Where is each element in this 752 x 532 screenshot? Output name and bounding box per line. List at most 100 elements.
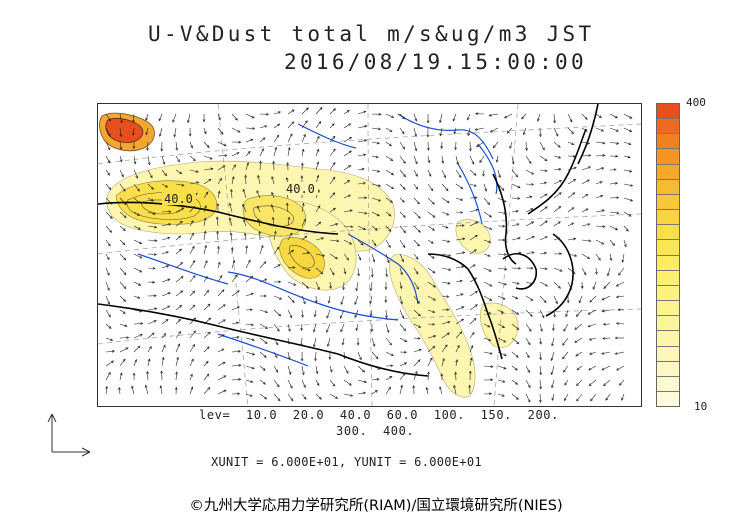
wind-arrowhead — [476, 144, 480, 148]
wind-arrowhead — [305, 285, 309, 289]
wind-arrowhead — [401, 116, 405, 120]
wind-arrowhead — [168, 223, 172, 226]
wind-arrowhead — [205, 191, 209, 195]
wind-arrow — [245, 175, 247, 185]
wind-arrow — [259, 148, 264, 157]
wind-arrowhead — [474, 290, 478, 294]
wind-arrowhead — [119, 134, 123, 138]
wind-arrowhead — [219, 177, 222, 181]
wind-arrowhead — [250, 380, 254, 383]
wind-arrow — [203, 303, 211, 311]
wind-arrowhead — [484, 188, 488, 192]
wind-arrow — [203, 245, 207, 255]
wind-arrow — [441, 267, 451, 271]
wind-arrowhead — [119, 372, 123, 376]
wind-arrowhead — [288, 371, 292, 375]
wind-arrowhead — [345, 370, 349, 374]
wind-arrow — [328, 295, 331, 304]
wind-arrowhead — [195, 170, 199, 173]
wind-arrowhead — [243, 218, 246, 223]
wind-arrowhead — [599, 181, 603, 184]
wind-arrow — [287, 281, 296, 286]
wind-arrow — [133, 267, 142, 273]
wind-arrowhead — [190, 373, 193, 377]
wind-arrowhead — [531, 235, 535, 239]
wind-arrowhead — [587, 324, 591, 328]
wind-arrowhead — [364, 125, 368, 128]
wind-arrowhead — [191, 358, 194, 362]
wind-arrow — [357, 267, 360, 276]
wind-arrow — [454, 127, 457, 134]
wind-arrowhead — [111, 349, 115, 353]
wind-arrow — [525, 251, 535, 255]
wind-arrow — [175, 357, 179, 367]
wind-arrowhead — [441, 160, 445, 164]
wind-arrow — [329, 108, 336, 115]
wind-arrow — [371, 337, 375, 347]
wind-arrowhead — [432, 297, 436, 301]
wind-arrow — [315, 281, 320, 290]
wind-arrow — [287, 309, 293, 318]
wind-arrow — [455, 306, 465, 311]
wind-arrowhead — [175, 371, 178, 375]
wind-arrowhead — [452, 118, 456, 122]
wind-arrow — [119, 281, 127, 289]
wind-arrow — [119, 295, 126, 302]
wind-arrow — [217, 361, 226, 367]
wind-arrow — [455, 345, 460, 353]
wind-arrowhead — [107, 301, 110, 305]
levels-line-1: lev= 10.0 20.0 40.0 60.0 100. 150. 200. — [199, 408, 559, 422]
wind-arrow — [567, 267, 576, 274]
wind-arrowhead — [140, 322, 144, 325]
wind-arrow — [273, 337, 279, 346]
wind-arrow — [119, 372, 122, 381]
wind-arrowhead — [516, 327, 520, 331]
wind-arrow — [147, 239, 158, 242]
wind-arrowhead — [360, 242, 364, 246]
wind-arrow — [105, 127, 111, 137]
wind-arrowhead — [235, 321, 240, 325]
wind-arrowhead — [250, 138, 254, 142]
wind-arrowhead — [550, 357, 554, 362]
wind-arrow — [385, 351, 394, 356]
wind-arrowhead — [230, 246, 234, 251]
wind-arrowhead — [616, 211, 620, 215]
wind-arrow — [189, 155, 196, 161]
wind-arrowhead — [180, 290, 184, 294]
wind-arrow — [287, 133, 293, 143]
dust-hotspot-northwest-core — [105, 118, 144, 143]
wind-arrow — [511, 183, 521, 188]
wind-arrow — [343, 150, 352, 157]
wind-arrow — [371, 127, 381, 130]
wind-arrow — [455, 238, 465, 241]
wind-arrow — [539, 236, 548, 241]
wind-arrow — [203, 127, 207, 134]
wind-arrow — [511, 237, 521, 241]
wind-arrow — [539, 141, 545, 151]
wind-arrowhead — [578, 300, 582, 304]
wind-arrow — [483, 337, 491, 341]
wind-arrowhead — [489, 298, 493, 301]
wind-arrow — [119, 239, 126, 245]
wind-arrow — [413, 141, 417, 151]
wind-arrow — [189, 330, 196, 339]
wind-arrow — [567, 141, 574, 145]
wind-arrow — [399, 155, 406, 164]
wind-arrow — [440, 127, 443, 136]
wind-arrowhead — [446, 332, 450, 336]
wind-arrowhead — [601, 351, 605, 355]
wind-arrow — [301, 235, 307, 241]
wind-arrowhead — [414, 370, 418, 375]
wind-arrowhead — [601, 209, 605, 213]
wind-arrowhead — [388, 386, 391, 390]
wind-arrow — [525, 169, 534, 175]
wind-arrow — [483, 281, 493, 287]
wind-arrowhead — [348, 165, 352, 168]
wind-arrowhead — [264, 326, 269, 329]
wind-arrowhead — [378, 112, 382, 116]
wind-arrow — [175, 290, 183, 297]
wind-arrow — [301, 393, 307, 400]
wind-arrow — [273, 135, 280, 143]
wind-arrowhead — [488, 214, 493, 218]
wind-arrow — [315, 379, 320, 386]
